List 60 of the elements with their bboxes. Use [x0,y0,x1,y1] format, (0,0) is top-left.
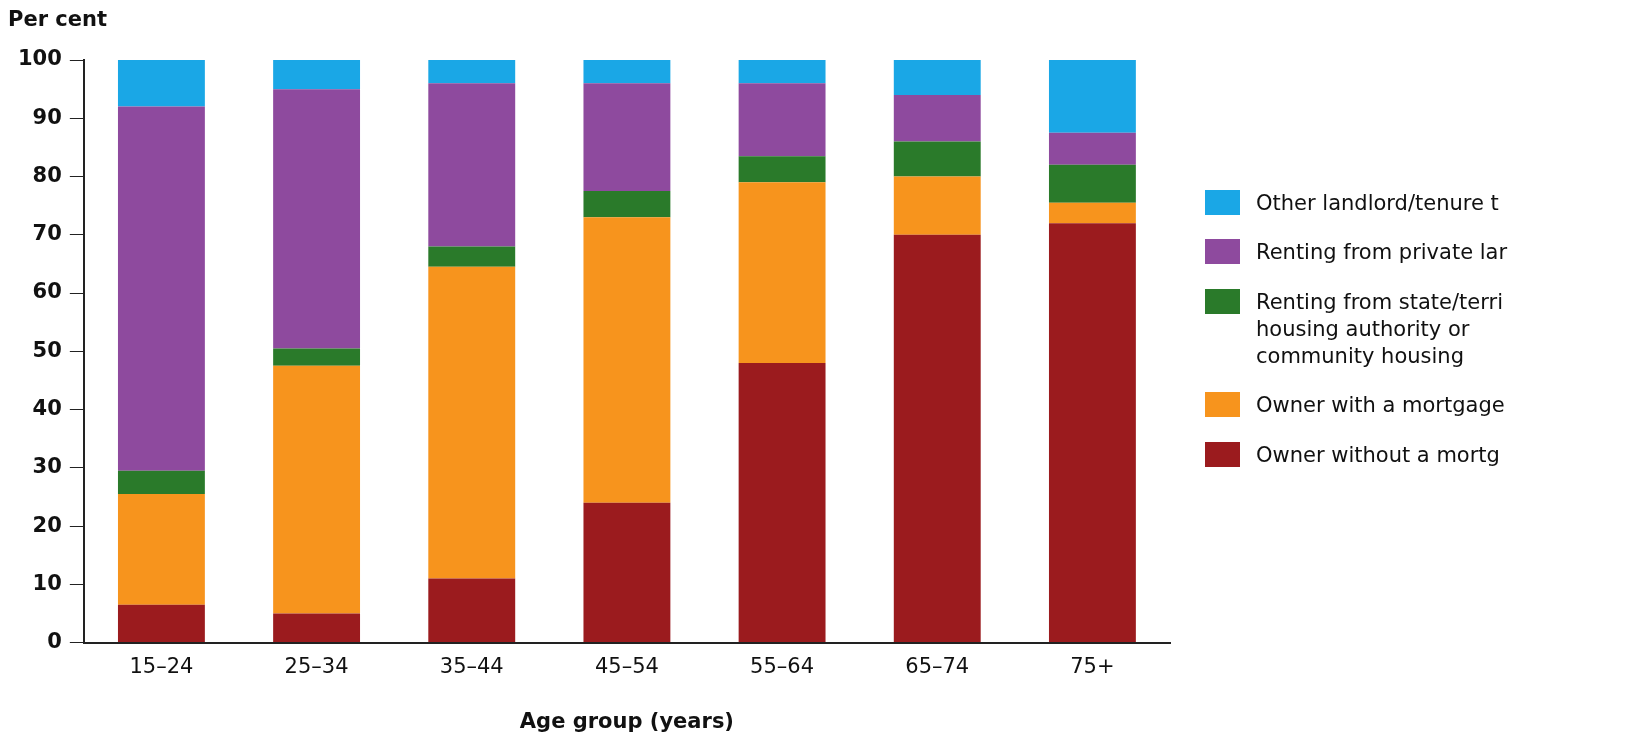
y-tick-label: 20 [32,512,62,537]
bar [583,60,671,84]
bar [428,60,516,84]
bar [1048,202,1136,224]
y-tick-label: 100 [17,46,62,71]
bar [1048,60,1136,133]
bar [273,89,361,349]
y-tick-label: 80 [32,162,62,187]
x-axis-title: Age group (years) [519,708,734,733]
y-axis-title: Per cent [8,6,107,31]
y-tick-label: 70 [32,221,62,246]
bar [117,106,205,471]
legend-label: Other landlord/tenure t [1256,190,1499,217]
legend-label: Renting from private lar [1256,239,1508,267]
x-tick-label: 55–64 [750,653,815,678]
bar [428,246,516,267]
x-tick-label: 65–74 [905,653,970,678]
bar [738,156,826,183]
x-tick-label: 15–24 [129,653,194,678]
bar [1048,132,1136,165]
bar [738,362,826,643]
legend-label: Owner with a mortgage [1256,392,1505,420]
bar [273,365,361,614]
bar [583,502,671,643]
bar [273,348,361,366]
y-tick-label: 40 [32,396,62,421]
y-tick-label: 10 [32,570,62,595]
y-tick-label: 30 [32,454,62,479]
bar [117,604,205,643]
y-tick-label: 90 [32,104,62,129]
bar [893,60,981,95]
bar [273,60,361,90]
bar [428,266,516,579]
bar [117,60,205,107]
bar [273,613,361,643]
y-tick-label: 50 [32,337,62,362]
bar [428,578,516,643]
bar [738,182,826,363]
x-tick-label: 45–54 [594,653,659,678]
bar [893,94,981,142]
x-tick-label: 25–34 [284,653,349,678]
bar [1048,164,1136,203]
bar [738,60,826,84]
x-tick-label: 35–44 [439,653,504,678]
bar [1048,223,1136,643]
y-tick-label: 0 [47,629,62,654]
x-tick-label: 75+ [1070,653,1115,678]
bar [893,141,981,177]
legend-label: Renting from state/terri housing authority or community housing [1256,288,1503,371]
bar [117,494,205,605]
legend-label: Owner without a mortg [1256,441,1500,469]
bar [583,191,671,218]
bar [428,83,516,247]
bar [893,176,981,235]
bar [117,470,205,495]
bar [893,234,981,643]
y-tick-label: 60 [32,279,62,304]
bar [583,217,671,503]
bar [583,83,671,192]
bar [738,83,826,157]
